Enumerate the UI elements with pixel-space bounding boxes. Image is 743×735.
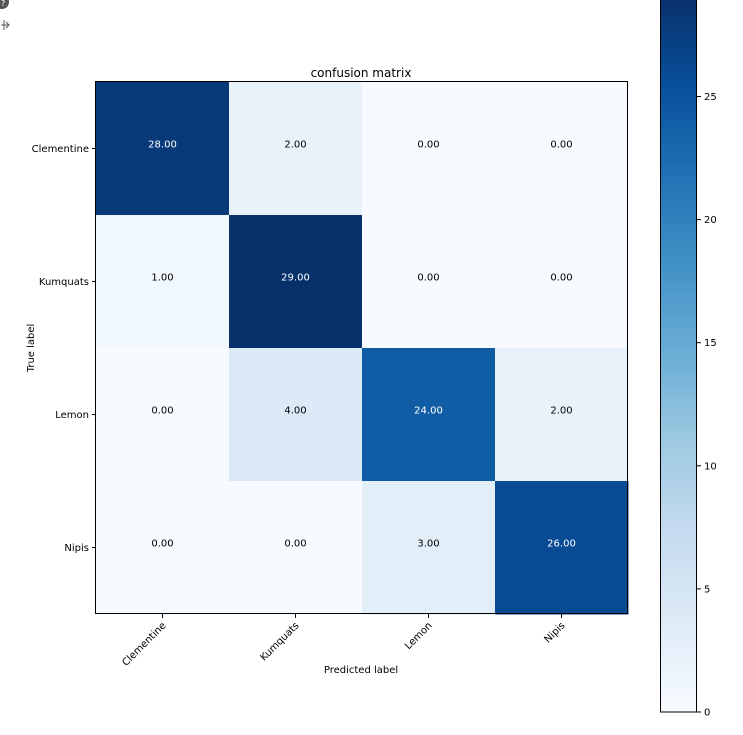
move-icon[interactable] — [0, 19, 10, 31]
heatmap-cell — [362, 348, 496, 482]
heatmap-cell — [362, 82, 496, 216]
cell-value-label: 0.00 — [284, 539, 306, 550]
heatmap-cell — [362, 481, 496, 615]
x-axis-ticks: Clementine Kumquats Lemon Nipis — [120, 614, 568, 669]
cell-value-label: 4.00 — [284, 406, 306, 417]
y-axis-label: True label — [26, 324, 37, 374]
cell-value-label: 0.00 — [550, 273, 572, 284]
colorbar-tick-label: 20 — [704, 215, 717, 226]
cell-value-label: 1.00 — [151, 273, 173, 284]
colorbar-tick-label: 5 — [704, 584, 710, 595]
cell-value-label: 0.00 — [417, 273, 439, 284]
cell-value-label: 26.00 — [547, 539, 576, 550]
cell-value-label: 29.00 — [281, 273, 310, 284]
heatmap-cell — [495, 215, 629, 349]
heatmap-cell — [362, 215, 496, 349]
heatmap-cell — [229, 82, 363, 216]
heatmap-cell — [229, 348, 363, 482]
cell-value-label: 2.00 — [550, 406, 572, 417]
x-axis-label: Predicted label — [324, 665, 398, 676]
colorbar — [660, 0, 697, 713]
y-tick-label: Clementine — [32, 144, 89, 155]
x-tick-label: Kumquats — [258, 620, 301, 663]
heatmap-cell — [229, 215, 363, 349]
heatmap-cells — [96, 82, 629, 615]
cell-value-label: 28.00 — [148, 140, 177, 151]
heatmap-cell — [96, 481, 230, 615]
y-tick-label: Kumquats — [39, 277, 89, 288]
heatmap-cell — [495, 348, 629, 482]
colorbar-tick-label: 25 — [704, 92, 717, 103]
x-tick-label: Lemon — [403, 620, 435, 652]
heatmap-cell — [96, 348, 230, 482]
x-tick-label: Clementine — [120, 620, 168, 668]
pan-icon[interactable]: ? — [0, 0, 14, 14]
chart-title: confusion matrix — [311, 66, 412, 80]
cell-value-label: 3.00 — [417, 539, 439, 550]
x-tick-label: Nipis — [542, 620, 567, 645]
y-tick-label: Nipis — [64, 543, 89, 554]
heatmap-cell — [229, 481, 363, 615]
cell-value-label: 0.00 — [151, 539, 173, 550]
heatmap-cell — [96, 215, 230, 349]
colorbar-ticks: 0 5 10 15 20 25 — [697, 92, 717, 719]
cell-value-label: 2.00 — [284, 140, 306, 151]
cell-value-label: 24.00 — [414, 406, 443, 417]
plot-frame — [95, 81, 628, 614]
svg-text:?: ? — [1, 0, 5, 8]
y-axis-ticks: Clementine Kumquats Lemon Nipis — [32, 144, 96, 554]
cell-value-label: 0.00 — [151, 406, 173, 417]
colorbar-tick-label: 10 — [704, 461, 717, 472]
heatmap-cell — [96, 82, 230, 216]
colorbar-tick-label: 0 — [704, 708, 710, 719]
cell-value-label: 0.00 — [550, 140, 572, 151]
colorbar-tick-label: 15 — [704, 338, 717, 349]
y-tick-label: Lemon — [55, 410, 89, 421]
cell-value-label: 0.00 — [417, 140, 439, 151]
heatmap-cell — [495, 82, 629, 216]
heatmap-cell — [495, 481, 629, 615]
cell-labels: 28.00 2.00 0.00 0.00 1.00 29.00 0.00 0.00 0.00 4.… — [148, 140, 576, 550]
